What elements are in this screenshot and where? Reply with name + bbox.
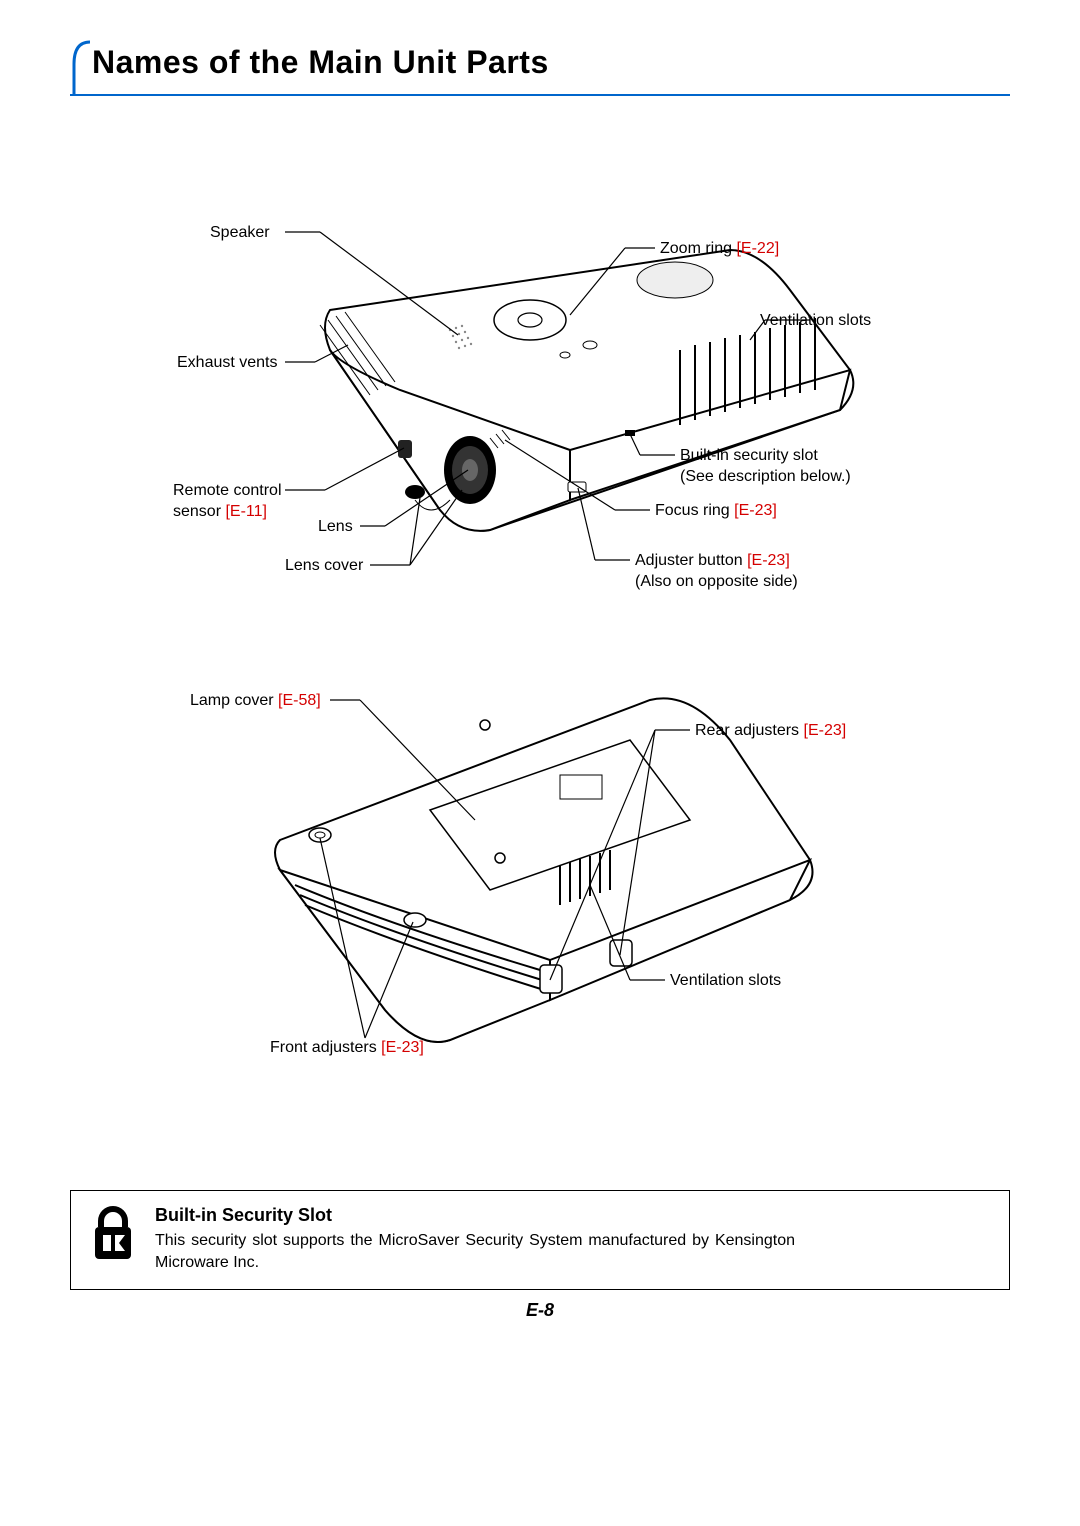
label-text: Speaker xyxy=(210,224,270,241)
label-security-slot: Built-in security slot (See description … xyxy=(680,446,851,488)
label-text: Lens xyxy=(318,518,353,535)
lock-icon xyxy=(89,1205,137,1268)
label-lens: Lens xyxy=(318,517,353,538)
label-text: Rear adjusters xyxy=(695,722,804,739)
bottom-diagram: Lamp cover [E-58] Rear adjusters [E-23] … xyxy=(70,660,1010,1080)
label-ventilation-slots-top: Ventilation slots xyxy=(760,311,871,332)
label-text: Ventilation slots xyxy=(670,972,781,989)
page: Names of the Main Unit Parts xyxy=(70,40,1010,1480)
label-text: Built-in security slot xyxy=(680,447,818,464)
label-rear-adjusters: Rear adjusters [E-23] xyxy=(695,721,846,742)
label-text: Front adjusters xyxy=(270,1039,381,1056)
page-number: E-8 xyxy=(70,1300,1010,1321)
label-text: Ventilation slots xyxy=(760,312,871,329)
label-ventilation-slots-bottom: Ventilation slots xyxy=(670,971,781,992)
label-ref: [E-23] xyxy=(804,722,847,739)
label-text: Zoom ring xyxy=(660,240,736,257)
note-body: Built-in Security Slot This security slo… xyxy=(155,1205,991,1273)
projector-top-illustration xyxy=(70,190,1010,630)
label-ref: [E-23] xyxy=(747,552,790,569)
label-exhaust-vents: Exhaust vents xyxy=(177,353,278,374)
label-text: Remote control xyxy=(173,482,282,499)
label-text: Lamp cover xyxy=(190,692,278,709)
note-title: Built-in Security Slot xyxy=(155,1205,991,1226)
label-focus-ring: Focus ring [E-23] xyxy=(655,501,777,522)
label-lamp-cover: Lamp cover [E-58] xyxy=(190,691,321,712)
label-front-adjusters: Front adjusters [E-23] xyxy=(270,1038,424,1059)
label-ref: [E-23] xyxy=(381,1039,424,1056)
note-text: This security slot supports the MicroSav… xyxy=(155,1230,795,1273)
label-zoom-ring: Zoom ring [E-22] xyxy=(660,239,779,260)
label-text: (Also on opposite side) xyxy=(635,573,798,590)
label-text: sensor xyxy=(173,503,225,520)
title-bar: Names of the Main Unit Parts xyxy=(70,40,1010,96)
label-speaker: Speaker xyxy=(210,223,270,244)
label-ref: [E-23] xyxy=(734,502,777,519)
label-text: Lens cover xyxy=(285,557,363,574)
label-text: (See description below.) xyxy=(680,468,851,485)
label-lens-cover: Lens cover xyxy=(285,556,363,577)
projector-bottom-illustration xyxy=(70,660,1010,1080)
label-text: Exhaust vents xyxy=(177,354,278,371)
label-ref: [E-22] xyxy=(736,240,779,257)
label-adjuster-button: Adjuster button [E-23] (Also on opposite… xyxy=(635,551,798,593)
title-bracket-icon xyxy=(70,40,90,96)
label-text: Focus ring xyxy=(655,502,734,519)
page-title: Names of the Main Unit Parts xyxy=(92,44,549,81)
security-note-box: Built-in Security Slot This security slo… xyxy=(70,1190,1010,1290)
label-text: Adjuster button xyxy=(635,552,747,569)
top-diagram: Speaker Exhaust vents Remote control sen… xyxy=(70,190,1010,630)
label-ref: [E-58] xyxy=(278,692,321,709)
label-remote-control-sensor: Remote control sensor [E-11] xyxy=(173,481,282,523)
label-ref: [E-11] xyxy=(225,503,267,520)
